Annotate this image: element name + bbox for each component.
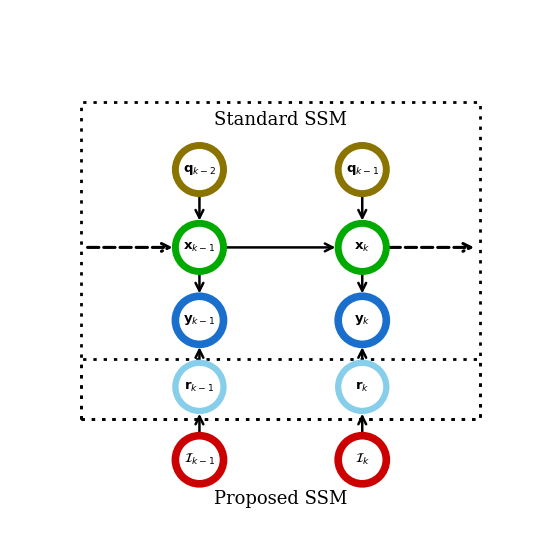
Text: $\mathcal{I}_{k-1}$: $\mathcal{I}_{k-1}$ <box>184 452 215 467</box>
Text: $\mathbf{x}_{k}$: $\mathbf{x}_{k}$ <box>354 241 370 254</box>
Circle shape <box>338 146 386 194</box>
Bar <box>81 360 481 419</box>
Text: $\mathbf{r}_{k-1}$: $\mathbf{r}_{k-1}$ <box>184 380 215 394</box>
Text: Proposed SSM: Proposed SSM <box>214 489 347 508</box>
Circle shape <box>175 436 224 484</box>
Circle shape <box>175 223 224 272</box>
Text: $\mathbf{q}_{k-2}$: $\mathbf{q}_{k-2}$ <box>183 162 216 176</box>
Bar <box>81 102 481 419</box>
Text: $\mathbf{q}_{k-1}$: $\mathbf{q}_{k-1}$ <box>346 162 379 176</box>
Circle shape <box>338 296 386 344</box>
Circle shape <box>175 296 224 344</box>
Circle shape <box>175 146 224 194</box>
Text: $\mathcal{I}_{k}$: $\mathcal{I}_{k}$ <box>355 452 370 467</box>
Circle shape <box>338 436 386 484</box>
Text: $\mathbf{x}_{k-1}$: $\mathbf{x}_{k-1}$ <box>183 241 216 254</box>
Circle shape <box>338 223 386 272</box>
Text: Standard SSM: Standard SSM <box>214 111 347 129</box>
Text: $\mathbf{y}_{k}$: $\mathbf{y}_{k}$ <box>354 313 370 327</box>
Text: $\mathbf{r}_{k}$: $\mathbf{r}_{k}$ <box>355 380 369 394</box>
Circle shape <box>175 363 224 411</box>
Circle shape <box>338 363 386 411</box>
Text: $\mathbf{y}_{k-1}$: $\mathbf{y}_{k-1}$ <box>183 313 216 327</box>
